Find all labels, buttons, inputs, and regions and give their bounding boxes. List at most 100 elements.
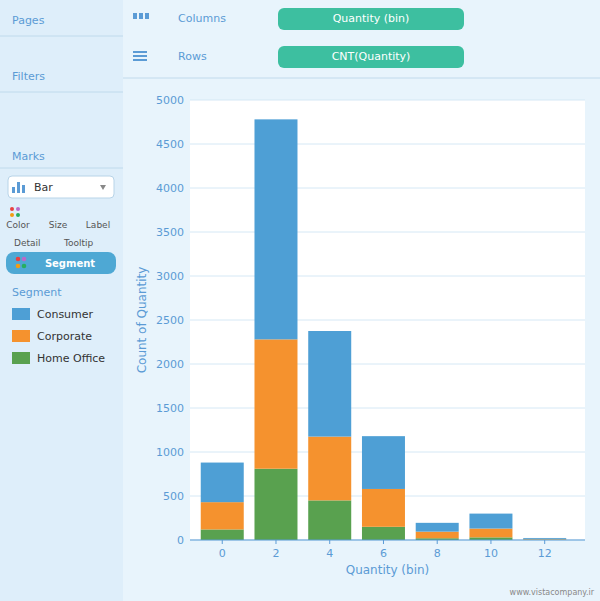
grid-line — [190, 408, 585, 409]
x-tick — [329, 540, 330, 544]
bar-segment — [469, 529, 512, 538]
annotation: Color — [6, 220, 30, 230]
x-tick — [222, 540, 223, 544]
bar-segment — [362, 527, 405, 540]
bar-segment — [469, 514, 512, 529]
color-dot — [16, 207, 20, 211]
color-dot — [10, 213, 14, 217]
y-tick-label: 3000 — [156, 270, 184, 283]
x-tick-label: 8 — [434, 547, 441, 560]
annotation: Bar — [34, 181, 53, 194]
x-tick-label: 2 — [272, 547, 279, 560]
annotation: Filters — [12, 70, 45, 83]
bar-segment — [362, 436, 405, 489]
divider — [0, 92, 123, 93]
rows-icon — [133, 59, 147, 61]
bar-segment — [523, 537, 566, 539]
bar-segment — [201, 502, 244, 529]
y-tick-label: 0 — [177, 534, 184, 547]
color-dot — [22, 264, 27, 269]
annotation: Marks — [12, 150, 45, 163]
annotation: Columns — [178, 12, 226, 25]
columns-icon — [145, 13, 149, 19]
legend-swatch — [12, 352, 30, 364]
annotation: Tooltip — [63, 238, 94, 248]
bars — [201, 119, 566, 540]
annotation: Segment — [45, 258, 95, 269]
rows-pill — [278, 46, 464, 68]
x-tick-label: 4 — [326, 547, 333, 560]
divider — [0, 168, 123, 169]
bar-segment — [254, 339, 297, 468]
annotation: CNT(Quantity) — [332, 50, 411, 63]
x-tick-label: 0 — [219, 547, 226, 560]
y-tick-label: 1000 — [156, 446, 184, 459]
plot-area — [190, 100, 585, 540]
header — [123, 0, 600, 79]
x-tick-label: 12 — [538, 547, 552, 560]
y-tick-label: 4000 — [156, 182, 184, 195]
y-tick-label: 5000 — [156, 94, 184, 107]
bar-segment — [308, 437, 351, 501]
x-tick — [383, 540, 384, 544]
grid-line — [190, 320, 585, 321]
y-tick-label: 2500 — [156, 314, 184, 327]
grid-line — [190, 276, 585, 277]
y-tick-label: 3500 — [156, 226, 184, 239]
annotation: www.vistacompany.ir — [510, 588, 595, 597]
x-axis-line — [190, 540, 585, 541]
bar-icon — [22, 185, 25, 193]
color-dot — [16, 257, 21, 262]
x-tick-label: 6 — [380, 547, 387, 560]
y-tick-label: 2000 — [156, 358, 184, 371]
legend-swatch — [12, 330, 30, 342]
annotation: Size — [49, 220, 68, 230]
annotation: Label — [86, 220, 110, 230]
mark-type-box — [8, 176, 114, 198]
grid-line — [190, 100, 585, 101]
annotation: Detail — [14, 238, 41, 248]
bar-icon — [17, 182, 20, 193]
background — [0, 0, 600, 601]
bar-icon — [12, 187, 15, 193]
rows-icon — [133, 55, 147, 57]
legend-label: Home Office — [37, 352, 105, 365]
divider — [0, 36, 123, 37]
grid-line — [190, 364, 585, 365]
y-axis-label: Count of Quantity — [135, 267, 149, 374]
color-dot — [22, 257, 27, 262]
annotation: Quantity (bin) — [333, 12, 410, 25]
segment-pill — [6, 252, 116, 274]
color-dot — [16, 264, 21, 269]
x-tick — [275, 540, 276, 544]
annotation: Pages — [12, 14, 45, 27]
y-tick-label: 1500 — [156, 402, 184, 415]
x-axis-label: Quantity (bin) — [346, 563, 430, 577]
annotation: Segment — [12, 286, 62, 299]
bar-segment — [201, 463, 244, 503]
grid-line — [190, 540, 585, 541]
annotation: Rows — [178, 50, 207, 63]
bar-segment — [254, 119, 297, 339]
grid-line — [190, 188, 585, 189]
columns-pill — [278, 8, 464, 30]
rows-icon — [133, 51, 147, 53]
y-tick-label: 500 — [163, 490, 184, 503]
y-tick-label: 4500 — [156, 138, 184, 151]
legend-swatch — [12, 308, 30, 320]
chart-root: Pages Filters Marks Bar Color Size Label Detail… — [0, 0, 600, 601]
grid-line — [190, 232, 585, 233]
legend-label: Corporate — [37, 330, 92, 343]
x-tick — [437, 540, 438, 544]
bar-segment — [416, 532, 459, 539]
x-tick-label: 10 — [484, 547, 498, 560]
bar-segment — [201, 529, 244, 540]
bar-segment — [254, 469, 297, 540]
dropdown-arrow — [100, 185, 106, 190]
color-dot — [10, 207, 14, 211]
bar-segment — [416, 523, 459, 532]
grid-line — [190, 144, 585, 145]
header-border — [123, 78, 600, 79]
columns-icon — [139, 13, 143, 19]
left-panel — [0, 0, 123, 601]
